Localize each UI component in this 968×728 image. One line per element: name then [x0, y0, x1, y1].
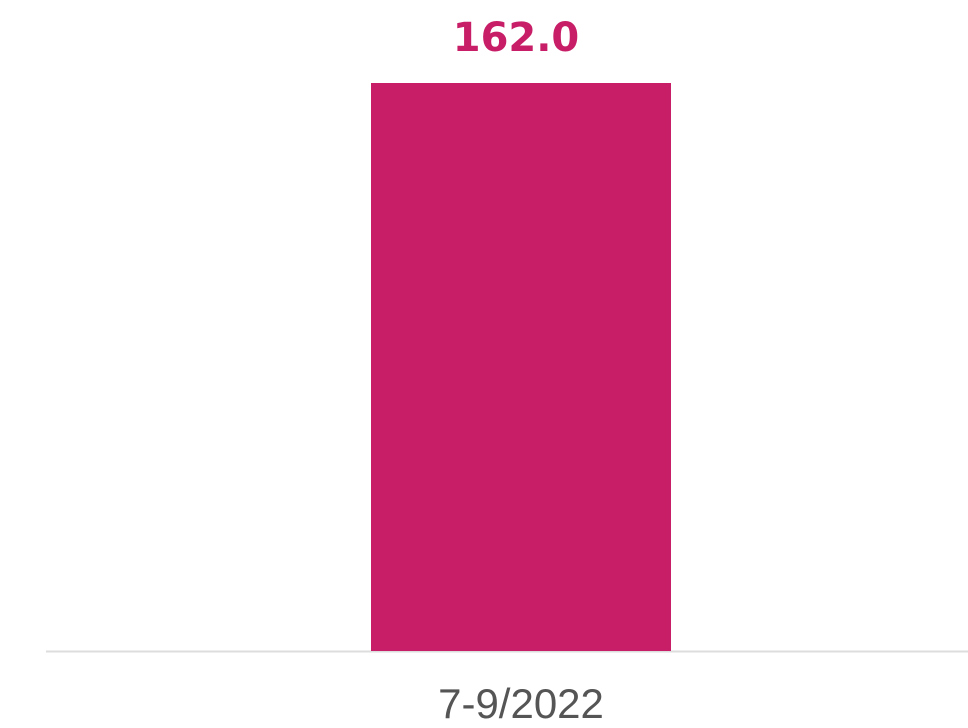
- x-tick-label: 7-9/2022: [438, 680, 604, 727]
- bar: [371, 83, 671, 651]
- data-label: 162.0: [453, 15, 580, 61]
